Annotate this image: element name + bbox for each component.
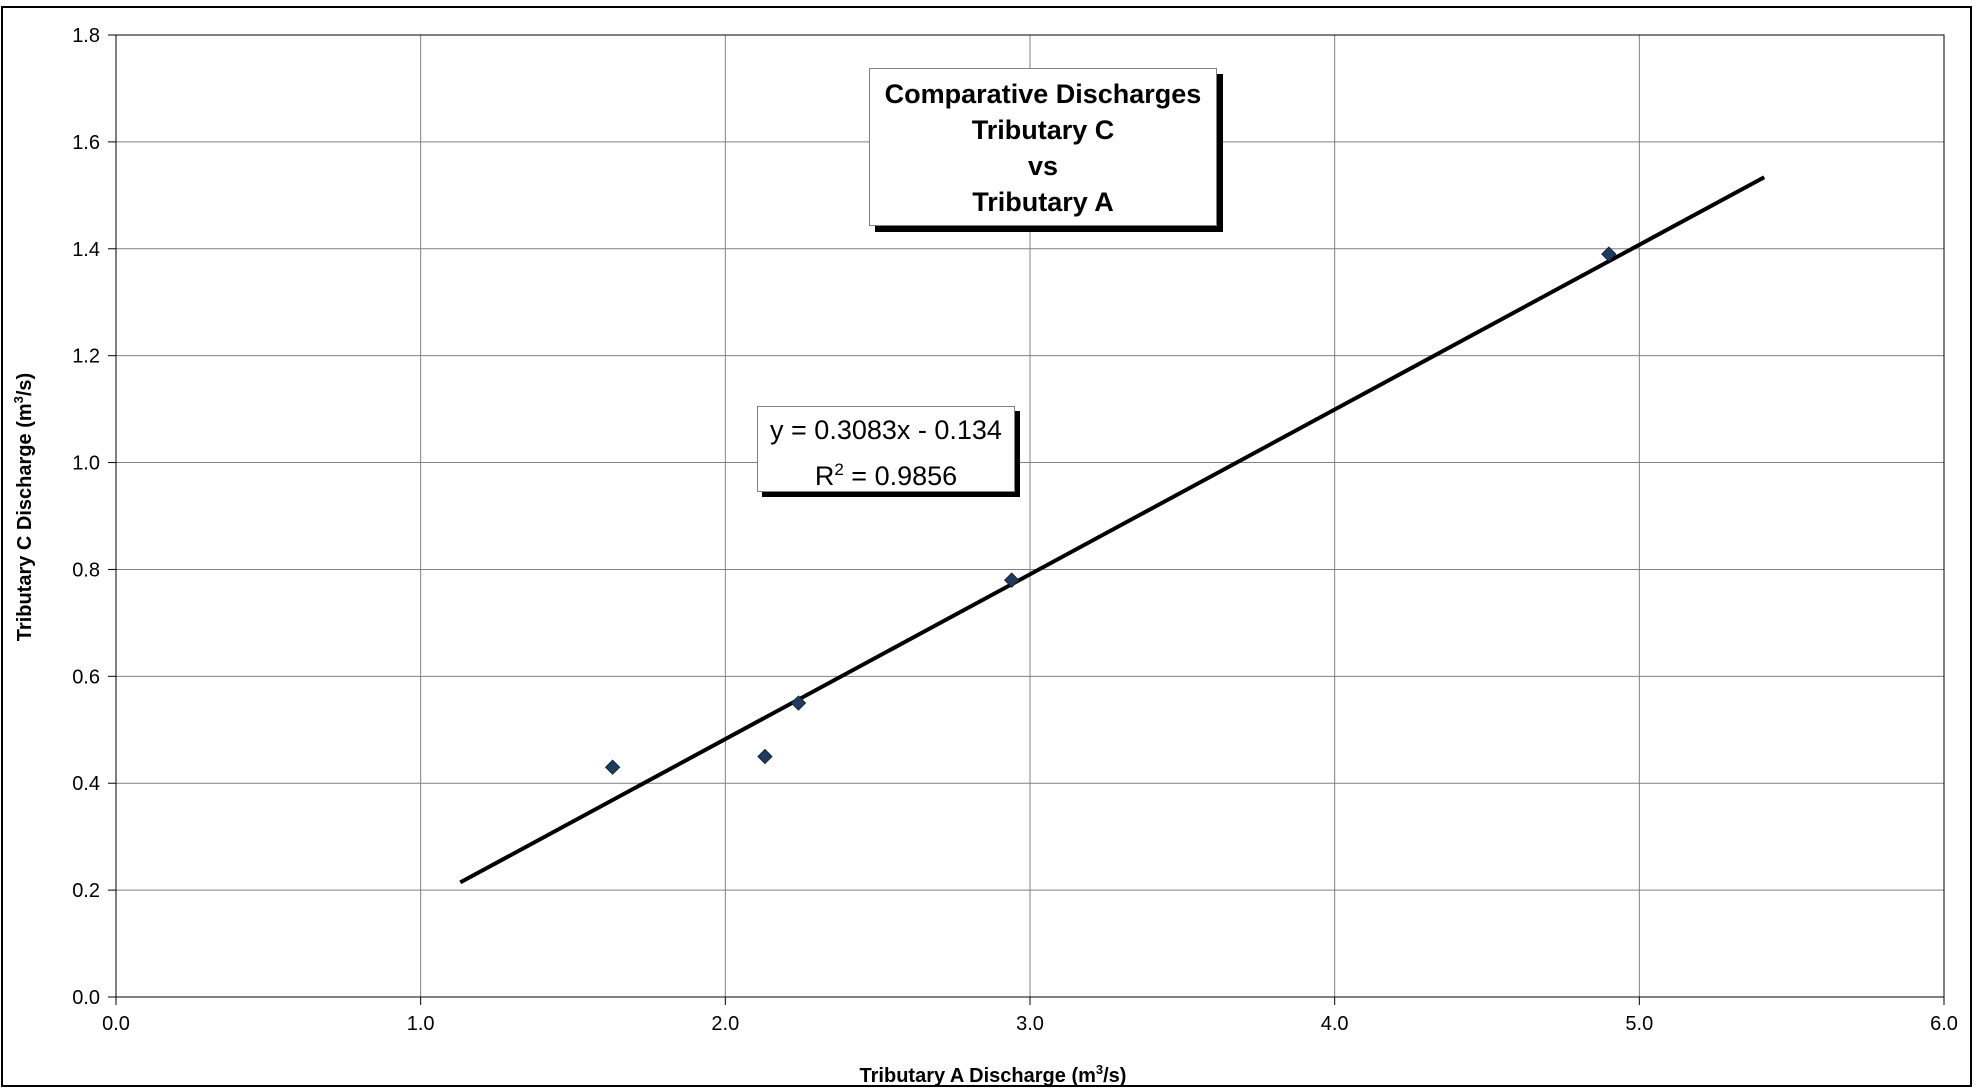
x-axis: 0.0 1.0 2.0 3.0 4.0 5.0 6.0: [102, 997, 1958, 1035]
chart-title-line-1: Comparative Discharges: [884, 79, 1202, 109]
chart-title-line-2: Tributary C: [971, 115, 1115, 145]
y-tick-label: 1.8: [72, 25, 100, 47]
data-point-marker: [1601, 246, 1617, 262]
data-point-marker: [1004, 572, 1020, 588]
y-tick-label: 1.2: [72, 346, 100, 368]
x-tick-label: 6.0: [1930, 1013, 1958, 1035]
y-tick-label: 0.4: [72, 773, 100, 795]
x-tick-label: 3.0: [1016, 1013, 1044, 1035]
y-tick-label: 0.2: [72, 880, 100, 902]
chart-frame: [1, 6, 1972, 1087]
r-squared-label: R2 = 0.9856: [814, 460, 958, 491]
data-point-marker: [790, 695, 807, 711]
y-tick-label: 1.4: [72, 239, 100, 261]
trendline-equation-box: y = 0.3083x - 0.134 R2 = 0.9856: [757, 406, 1015, 492]
y-tick-label: 1.0: [72, 453, 100, 475]
y-axis-title: Tributary C Discharge (m3/s): [11, 373, 36, 641]
chart-title-box: Comparative Discharges Tributary C vs Tr…: [869, 68, 1217, 226]
y-tick-label: 0.0: [72, 987, 100, 1009]
chart-title-line-3: vs: [1027, 151, 1059, 181]
data-points: [604, 246, 1617, 775]
x-tick-label: 1.0: [407, 1013, 435, 1035]
x-axis-title: Tributary A Discharge (m3/s): [860, 1062, 1127, 1087]
y-axis: 0.0 0.2 0.4 0.6 0.8 1.0 1.2 1.4 1.6 1.8: [72, 25, 116, 1009]
data-point-marker: [757, 748, 773, 765]
trendline-equation: y = 0.3083x - 0.134: [770, 415, 1002, 445]
x-tick-label: 2.0: [711, 1013, 739, 1035]
y-tick-label: 0.6: [72, 666, 100, 688]
y-tick-label: 1.6: [72, 132, 100, 154]
data-point-marker: [604, 759, 621, 775]
x-tick-label: 0.0: [102, 1013, 130, 1035]
y-tick-label: 0.8: [72, 559, 100, 581]
chart-title-line-4: Tributary A: [972, 187, 1114, 217]
x-tick-label: 4.0: [1321, 1013, 1349, 1035]
x-tick-label: 5.0: [1625, 1013, 1653, 1035]
trendline: [459, 175, 1766, 885]
